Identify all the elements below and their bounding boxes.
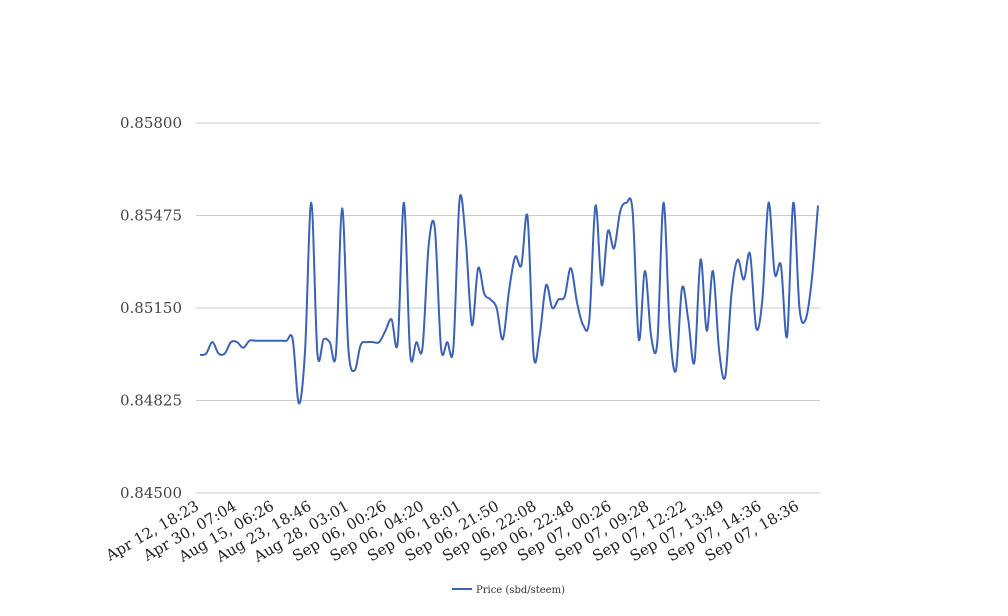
y-tick-label: 0.85150 xyxy=(120,299,182,317)
series-line-price xyxy=(199,194,819,405)
y-tick-label: 0.84825 xyxy=(120,392,182,410)
y-tick-label: 0.85475 xyxy=(120,207,182,225)
y-tick-label: 0.85800 xyxy=(120,114,182,132)
series-group xyxy=(199,194,819,405)
y-axis-ticks: 0.85800 0.85475 0.85150 0.84825 0.84500 xyxy=(120,114,182,502)
y-tick-label: 0.84500 xyxy=(120,484,182,502)
legend[interactable]: Price (sbd/steem) xyxy=(452,585,565,596)
legend-label: Price (sbd/steem) xyxy=(476,585,565,596)
